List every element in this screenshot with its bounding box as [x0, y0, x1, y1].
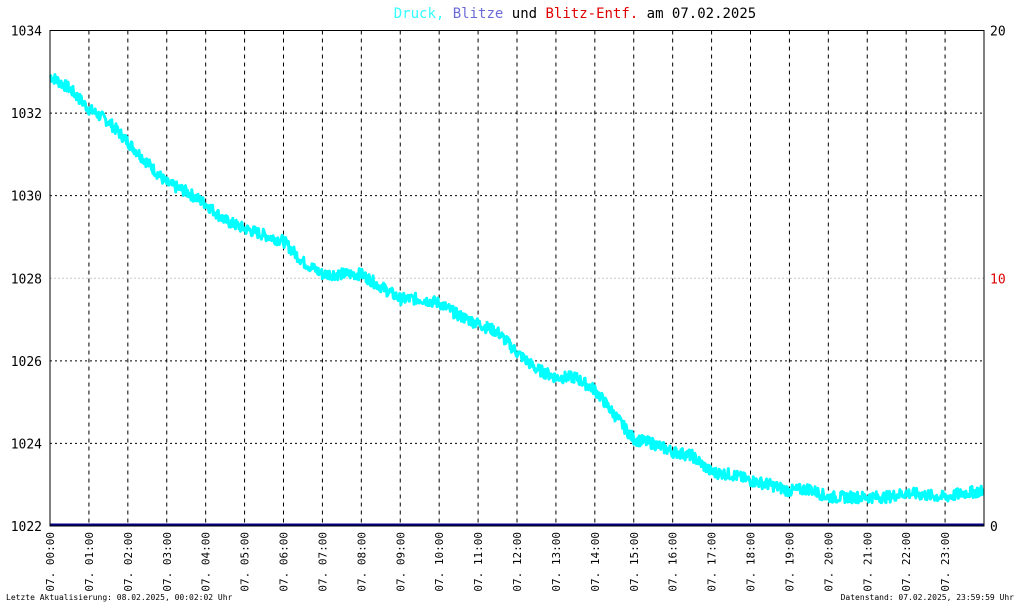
data-status-text: Datenstand: 07.02.2025, 23:59:59 Uhr: [840, 593, 1014, 602]
x-tick-label: 07. 09:00: [394, 532, 407, 592]
x-tick-label: 07. 13:00: [550, 532, 563, 592]
last-update-text: Letzte Aktualisierung: 08.02.2025, 00:02…: [6, 593, 233, 602]
chart-title: Druck, Blitze und Blitz-Entf. am 07.02.2…: [394, 6, 756, 22]
pressure-line: [49, 73, 985, 505]
y-tick-label-left: 1022: [11, 520, 42, 535]
x-tick-label: 07. 23:00: [939, 532, 952, 592]
x-tick-label: 07. 12:00: [511, 532, 524, 592]
title-part: Blitz-Entf.: [537, 6, 638, 22]
x-tick-label: 07. 19:00: [783, 532, 796, 592]
title-part: Blitze: [444, 6, 503, 22]
title-part: und: [503, 6, 537, 22]
x-tick-label: 07. 18:00: [745, 532, 758, 592]
x-tick-label: 07. 00:00: [44, 532, 57, 592]
y-tick-label-right: 10: [990, 272, 1006, 287]
x-tick-label: 07. 10:00: [433, 532, 446, 592]
x-tick-label: 07. 02:00: [122, 532, 135, 592]
x-tick-label: 07. 14:00: [589, 532, 602, 592]
y-tick-label-left: 1026: [11, 355, 42, 370]
y-axis-right: 0 10 20: [990, 25, 1006, 536]
y-axis-left: 1022 1024 1026 1028 1030 1032 1034: [11, 25, 42, 536]
y-tick-label-right: 20: [990, 25, 1006, 40]
x-tick-label: 07. 04:00: [200, 532, 213, 592]
x-axis-labels: 07. 00:00 07. 01:00 07. 02:00 07. 03:00 07. …: [44, 532, 952, 592]
x-tick-label: 07. 22:00: [900, 532, 913, 592]
x-tick-label: 07. 11:00: [472, 532, 485, 592]
x-tick-label: 07. 07:00: [316, 532, 329, 592]
x-tick-label: 07. 03:00: [161, 532, 174, 592]
y-tick-label-right: 0: [990, 520, 998, 535]
y-tick-label-left: 1032: [11, 107, 42, 122]
y-tick-label-left: 1034: [11, 25, 42, 40]
x-tick-label: 07. 06:00: [278, 532, 291, 592]
x-tick-label: 07. 21:00: [861, 532, 874, 592]
x-tick-label: 07. 05:00: [239, 532, 252, 592]
x-tick-label: 07. 16:00: [667, 532, 680, 592]
x-tick-label: 07. 01:00: [83, 532, 96, 592]
x-tick-label: 07. 08:00: [355, 532, 368, 592]
chart-series: [49, 73, 985, 527]
chart-grid: [50, 30, 984, 526]
y-tick-label-left: 1024: [11, 437, 42, 452]
title-part: am 07.02.2025: [638, 6, 756, 22]
y-tick-label-left: 1030: [11, 190, 42, 205]
y-tick-label-left: 1028: [11, 272, 42, 287]
x-tick-label: 07. 15:00: [628, 532, 641, 592]
title-part: Druck,: [394, 6, 445, 22]
plot-frame: [49, 30, 985, 527]
x-tick-label: 07. 20:00: [822, 532, 835, 592]
x-tick-label: 07. 17:00: [706, 532, 719, 592]
